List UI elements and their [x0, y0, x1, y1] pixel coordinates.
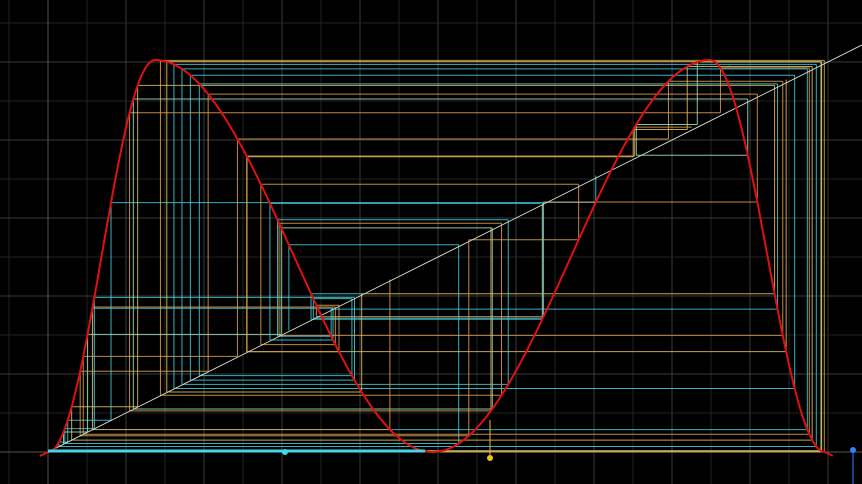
identity-line: [39, 44, 862, 457]
orange-point[interactable]: [487, 455, 493, 461]
cobweb: [47, 59, 825, 453]
cyan-point[interactable]: [282, 449, 288, 455]
function-curve: [39, 59, 834, 457]
